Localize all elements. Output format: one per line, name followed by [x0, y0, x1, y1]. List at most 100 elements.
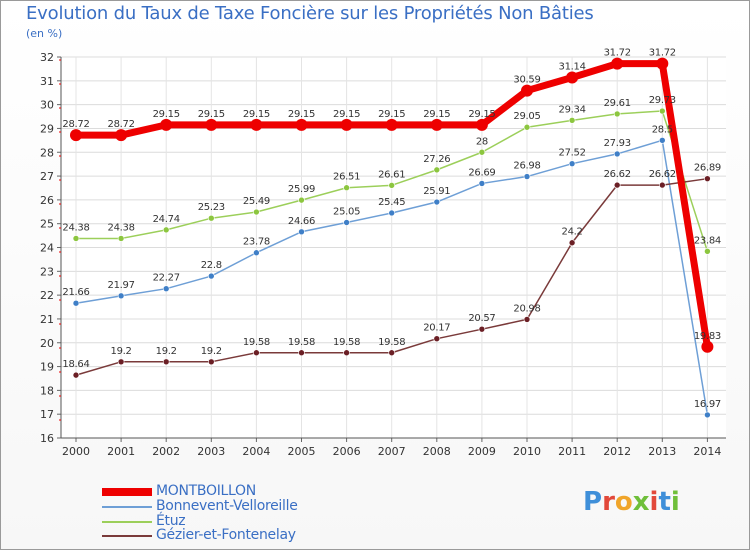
data-point [701, 340, 714, 353]
data-label: 26.89 [694, 163, 721, 174]
data-label: 28.72 [62, 119, 89, 130]
x-tick-label: 2005 [288, 445, 316, 458]
data-label: 29.15 [288, 109, 315, 120]
data-label: 25.99 [288, 184, 315, 195]
x-tick-label: 2008 [423, 445, 451, 458]
data-label: 25.45 [378, 197, 405, 208]
x-tick-label: 2002 [152, 445, 180, 458]
data-label: 20.57 [468, 313, 495, 324]
legend-label: Bonnevent-Velloreille [156, 498, 298, 514]
data-point [295, 118, 308, 131]
data-point [658, 181, 666, 189]
data-point [162, 358, 170, 366]
data-label: 25.49 [243, 196, 270, 207]
data-point [523, 316, 531, 323]
y-tick-label: 16 [40, 432, 54, 445]
data-label: 19.2 [201, 346, 222, 357]
x-tick-label: 2009 [468, 445, 496, 458]
legend-swatch [102, 521, 152, 523]
data-label: 26.51 [333, 172, 360, 183]
data-label: 19.58 [378, 337, 405, 348]
y-tick-label: 30 [40, 99, 54, 112]
y-tick-label: 31 [40, 75, 54, 88]
legend-swatch [102, 535, 152, 537]
data-point [72, 299, 80, 307]
logo-letter: P [583, 487, 603, 517]
data-label: 20.17 [423, 323, 450, 334]
legend-label: MONTBOILLON [156, 483, 256, 499]
data-point [658, 137, 666, 144]
data-label: 26.98 [513, 161, 540, 172]
data-point [523, 123, 531, 131]
data-point [117, 292, 125, 300]
data-label: 31.72 [604, 48, 631, 59]
y-tick-label: 18 [40, 384, 54, 397]
y-tick-label: 19 [40, 361, 54, 374]
data-label: 25.23 [198, 202, 225, 213]
data-label: 19.58 [243, 337, 270, 348]
data-point [253, 208, 260, 216]
data-label: 19.2 [156, 346, 177, 357]
x-tick-label: 2006 [333, 445, 361, 458]
data-point [704, 248, 711, 255]
data-point [343, 349, 350, 357]
data-point [521, 84, 533, 97]
data-label: 29.61 [604, 98, 631, 109]
data-point [343, 184, 350, 192]
x-tick-label: 2013 [648, 445, 676, 458]
data-label: 29.15 [333, 109, 360, 120]
logo-letter: t [658, 487, 671, 517]
legend-label: Étuz [156, 513, 186, 529]
data-point [205, 118, 218, 131]
x-tick-label: 2014 [693, 445, 721, 458]
data-point [160, 118, 173, 131]
x-tick-label: 2011 [558, 445, 586, 458]
y-tick-label: 21 [40, 313, 54, 326]
data-point [343, 219, 350, 226]
data-point [250, 118, 263, 131]
y-tick-label: 22 [40, 289, 54, 302]
data-label: 28 [476, 136, 488, 147]
data-label: 21.97 [108, 280, 135, 291]
data-point [115, 129, 128, 142]
data-label: 27.52 [559, 148, 586, 159]
data-point [478, 180, 486, 187]
data-label: 27.26 [423, 154, 450, 165]
data-label: 24.38 [62, 222, 89, 233]
data-label: 31.14 [559, 61, 586, 72]
logo-letter: i [670, 487, 680, 517]
data-label: 16.97 [694, 399, 721, 410]
data-point [568, 117, 576, 124]
data-label: 26.61 [378, 169, 405, 180]
x-tick-label: 2012 [603, 445, 631, 458]
data-point [208, 214, 215, 222]
data-label: 22.27 [153, 273, 180, 284]
x-tick-label: 2007 [378, 445, 406, 458]
data-point [70, 129, 82, 142]
data-point [704, 175, 711, 182]
data-label: 29.15 [423, 109, 450, 120]
logo-letter: i [649, 487, 659, 517]
logo-letter: x [632, 487, 650, 517]
data-point [385, 118, 398, 131]
proxiti-logo: Proxiti [583, 487, 680, 517]
data-label: 31.72 [649, 48, 676, 59]
x-tick-label: 2004 [242, 445, 270, 458]
data-label: 21.66 [62, 287, 89, 298]
data-point [72, 371, 80, 379]
data-point [117, 358, 125, 366]
data-point [704, 411, 711, 419]
data-label: 23.84 [694, 235, 721, 246]
data-point [340, 118, 353, 131]
data-point [568, 160, 576, 167]
data-point [208, 358, 215, 366]
data-label: 26.62 [649, 169, 676, 180]
y-tick-label: 24 [40, 242, 54, 255]
data-point [253, 349, 260, 357]
data-label: 25.05 [333, 206, 360, 217]
data-point [523, 173, 531, 180]
data-point [388, 349, 396, 357]
x-tick-label: 2010 [513, 445, 541, 458]
data-label: 28.5 [652, 124, 673, 135]
data-point [568, 239, 576, 247]
